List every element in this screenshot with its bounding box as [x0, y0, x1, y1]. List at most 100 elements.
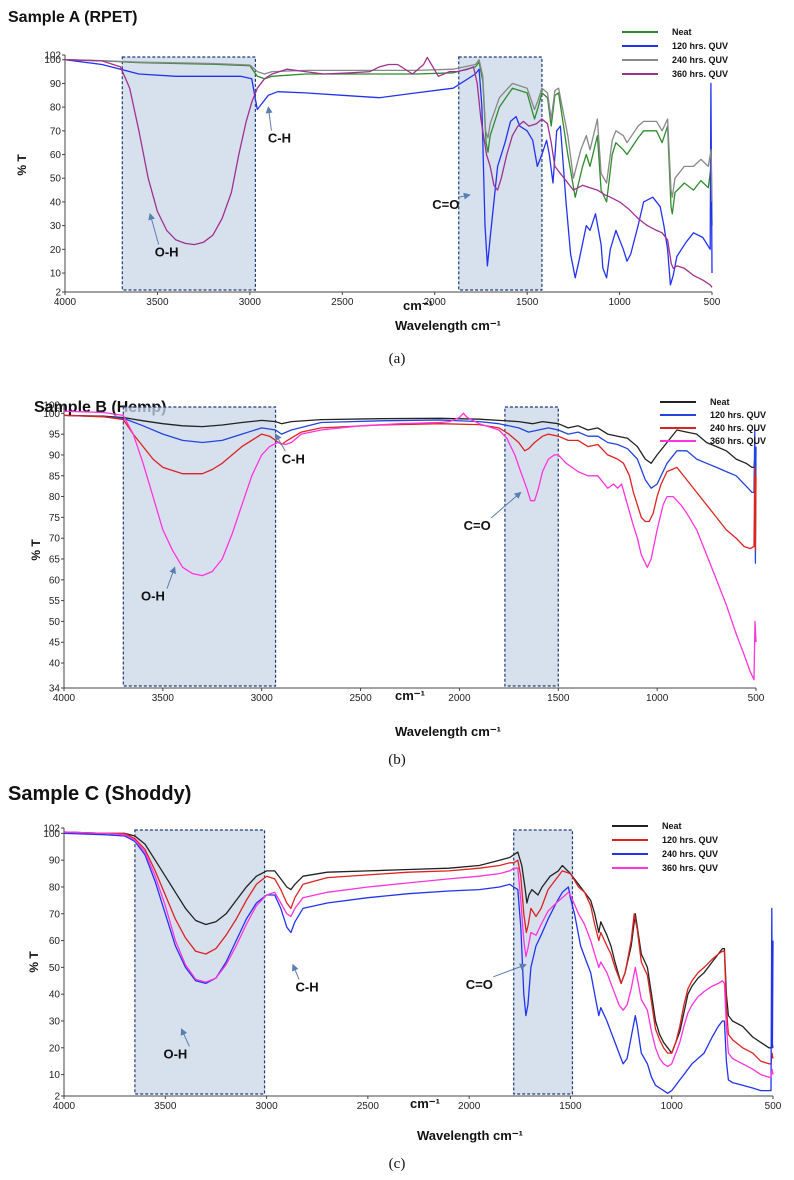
x-tick-label: 3500 — [152, 693, 175, 704]
chart-title: Sample A (RPET) — [8, 9, 138, 26]
annotation-label: O-H — [163, 1046, 187, 1061]
annotation-arrow — [166, 566, 176, 589]
y-tick-label: 10 — [49, 1070, 61, 1081]
legend-label: 120 hrs. QUV — [710, 410, 766, 420]
y-tick-label: 60 — [49, 575, 61, 586]
legend-label: 240 hrs. QUV — [662, 849, 718, 859]
chart-panel-b: Sample B (Hemp)3440455055606570758085909… — [29, 397, 766, 768]
highlight-region-2 — [458, 56, 543, 291]
annotation-arrow — [459, 192, 471, 200]
x-tick-label: 1000 — [661, 1101, 684, 1112]
series-line-4 — [64, 56, 713, 288]
y-tick-label: 70 — [49, 534, 61, 545]
x-tick-label: 2000 — [424, 297, 447, 308]
x-tick-label: 2500 — [357, 1101, 380, 1112]
legend-label: 360 hrs. QUV — [710, 436, 766, 446]
legend-label: 240 hrs. QUV — [710, 423, 766, 433]
series-line-3 — [63, 832, 774, 1094]
y-tick-label: 60 — [50, 150, 62, 161]
x-tick-label: 1500 — [559, 1101, 582, 1112]
y-tick-label: 60 — [49, 936, 61, 947]
legend-label: Neat — [662, 821, 682, 831]
y-tick-label: 102 — [43, 824, 60, 835]
panel-caption: (c) — [389, 1156, 406, 1172]
series-line-2 — [64, 59, 713, 286]
annotation-label: O-H — [155, 244, 179, 259]
y-tick-label: 80 — [49, 492, 61, 503]
panel-caption: (a) — [389, 351, 406, 367]
y-tick-label: 20 — [49, 1043, 61, 1054]
annotation-arrow — [275, 433, 286, 452]
y-tick-label: 102 — [43, 401, 60, 412]
y-tick-label: 75 — [49, 513, 61, 524]
x-tick-label: 1500 — [516, 297, 539, 308]
annotation-arrow — [180, 1028, 190, 1047]
chart-title: Sample C (Shoddy) — [8, 783, 191, 805]
series-line-2 — [63, 414, 757, 564]
y-tick-label: 80 — [49, 882, 61, 893]
annotation-label: O-H — [141, 589, 165, 604]
series-line-1 — [63, 414, 756, 469]
x-tick-label: 3500 — [154, 1101, 177, 1112]
y-tick-label: 100 — [44, 55, 61, 66]
y-tick-label: 50 — [49, 617, 61, 628]
x-tick-label: 1000 — [646, 693, 669, 704]
x-tick-label: 500 — [765, 1101, 782, 1112]
annotation-label: C=O — [432, 197, 459, 212]
annotation-arrow — [265, 106, 273, 131]
annotation-label: C-H — [282, 451, 305, 466]
legend-label: 240 hrs. QUV — [672, 55, 728, 65]
legend-label: 360 hrs. QUV — [662, 863, 718, 873]
y-tick-label: 90 — [49, 856, 61, 867]
x-tick-label: 500 — [704, 297, 721, 308]
chart-panel-c: Sample C (Shoddy)21020304050607080901001… — [8, 783, 782, 1172]
y-tick-label: 40 — [49, 659, 61, 670]
annotation-arrow — [493, 963, 527, 978]
y-tick-label: 45 — [49, 638, 61, 649]
x-tick-label: 4000 — [53, 1101, 76, 1112]
annotation-label: C-H — [268, 131, 291, 146]
chart-panel-a: Sample A (RPET) 2 10 20 30 40 50 60 70 80 90 100102… — [8, 9, 728, 367]
series-line-3 — [63, 414, 757, 552]
y-tick-label: 50 — [50, 174, 62, 185]
y-tick-label: 50 — [49, 963, 61, 974]
x-axis-unit-label: cm⁻¹ — [410, 1096, 440, 1111]
y-tick-label: 2 — [55, 288, 61, 299]
x-tick-label: 1000 — [608, 297, 631, 308]
series-line-3 — [64, 59, 713, 202]
annotation-label: C-H — [296, 979, 319, 994]
y-tick-label: 100 — [43, 409, 60, 420]
series-line-2 — [63, 831, 774, 1065]
annotation-label: C=O — [466, 977, 493, 992]
x-tick-label: 500 — [748, 693, 765, 704]
x-tick-label: 3500 — [146, 297, 169, 308]
x-axis-label: Wavelength cm⁻¹ — [417, 1128, 523, 1143]
y-tick-label: 90 — [50, 79, 62, 90]
y-tick-label: 30 — [49, 1016, 61, 1027]
x-tick-label: 3000 — [255, 1101, 278, 1112]
legend-label: 120 hrs. QUV — [672, 41, 728, 51]
series-line-1 — [63, 831, 774, 1054]
x-axis-label: Wavelength cm⁻¹ — [395, 724, 501, 739]
y-tick-label: 40 — [50, 197, 62, 208]
highlight-region-1 — [121, 56, 257, 291]
y-tick-label: 55 — [49, 596, 61, 607]
x-axis-unit-label: cm⁻¹ — [395, 688, 425, 703]
panel-caption: (b) — [388, 752, 406, 768]
x-tick-label: 2000 — [448, 693, 471, 704]
y-tick-label: 102 — [44, 51, 61, 62]
y-tick-label: 80 — [50, 103, 62, 114]
legend-label: Neat — [672, 27, 692, 37]
y-tick-label: 30 — [50, 221, 62, 232]
series-line-4 — [63, 410, 757, 681]
x-tick-label: 4000 — [53, 693, 76, 704]
x-tick-label: 1500 — [547, 693, 570, 704]
legend-label: Neat — [710, 397, 730, 407]
y-tick-label: 20 — [50, 245, 62, 256]
y-tick-label: 34 — [49, 684, 61, 695]
series-line-4 — [63, 831, 774, 1078]
annotation-label: C=O — [464, 518, 491, 533]
x-axis-unit-label: cm⁻¹ — [403, 298, 433, 313]
y-tick-label: 95 — [49, 430, 61, 441]
